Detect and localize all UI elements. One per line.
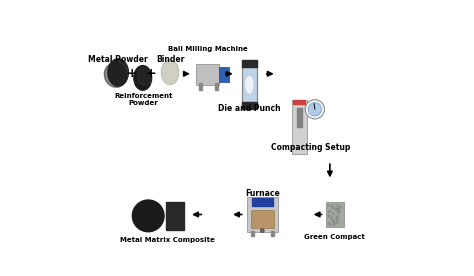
Text: Binder: Binder	[156, 55, 184, 64]
Ellipse shape	[137, 67, 151, 86]
Circle shape	[335, 208, 337, 209]
Circle shape	[337, 212, 339, 213]
Circle shape	[333, 224, 334, 225]
Ellipse shape	[134, 66, 152, 90]
Circle shape	[331, 206, 333, 207]
Circle shape	[337, 208, 338, 210]
Bar	[219, 67, 229, 82]
Circle shape	[337, 211, 339, 213]
Bar	[242, 62, 257, 108]
Bar	[166, 202, 184, 230]
Circle shape	[336, 218, 337, 220]
Text: Metal Powder: Metal Powder	[88, 55, 148, 64]
Ellipse shape	[104, 63, 127, 87]
Bar	[252, 198, 273, 206]
Bar	[293, 100, 305, 104]
Text: Reinforcement
Powder: Reinforcement Powder	[114, 93, 173, 106]
Text: Die and Punch: Die and Punch	[218, 104, 281, 113]
Text: +: +	[127, 67, 137, 80]
Circle shape	[334, 223, 336, 225]
Circle shape	[336, 222, 337, 223]
Text: Ball Milling Machine: Ball Milling Machine	[168, 46, 247, 52]
Circle shape	[332, 208, 334, 209]
Circle shape	[308, 102, 322, 116]
Bar	[215, 83, 219, 90]
Circle shape	[337, 205, 338, 206]
Circle shape	[328, 205, 329, 206]
Circle shape	[337, 216, 338, 217]
Bar	[251, 210, 274, 228]
Circle shape	[329, 211, 331, 213]
Circle shape	[333, 213, 334, 215]
Circle shape	[329, 224, 331, 226]
Circle shape	[132, 200, 164, 232]
Ellipse shape	[246, 76, 253, 93]
Circle shape	[331, 217, 332, 219]
Bar	[199, 83, 202, 90]
Text: Metal Matrix Composite: Metal Matrix Composite	[120, 237, 215, 243]
Ellipse shape	[108, 59, 128, 86]
Circle shape	[332, 220, 334, 222]
Circle shape	[328, 211, 330, 212]
Bar	[242, 102, 257, 109]
Circle shape	[337, 217, 338, 219]
Circle shape	[328, 215, 330, 216]
Circle shape	[337, 221, 338, 222]
Ellipse shape	[161, 60, 179, 85]
Text: Compacting Setup: Compacting Setup	[271, 144, 350, 152]
Circle shape	[328, 215, 330, 217]
Circle shape	[338, 210, 340, 212]
Bar	[326, 202, 344, 227]
Text: Green Compact: Green Compact	[304, 234, 365, 240]
Bar	[246, 197, 278, 232]
Circle shape	[339, 206, 341, 208]
Circle shape	[337, 208, 339, 210]
Bar	[196, 64, 219, 85]
Circle shape	[260, 229, 264, 233]
Circle shape	[332, 219, 333, 220]
Circle shape	[328, 222, 330, 224]
Bar	[251, 232, 254, 236]
Circle shape	[336, 209, 337, 210]
Bar	[292, 100, 307, 154]
Bar	[297, 108, 302, 127]
Circle shape	[305, 100, 324, 119]
Text: +: +	[146, 67, 156, 80]
Circle shape	[333, 221, 334, 222]
Bar	[242, 60, 257, 67]
Text: Furnace: Furnace	[246, 189, 280, 198]
Bar	[271, 232, 274, 236]
